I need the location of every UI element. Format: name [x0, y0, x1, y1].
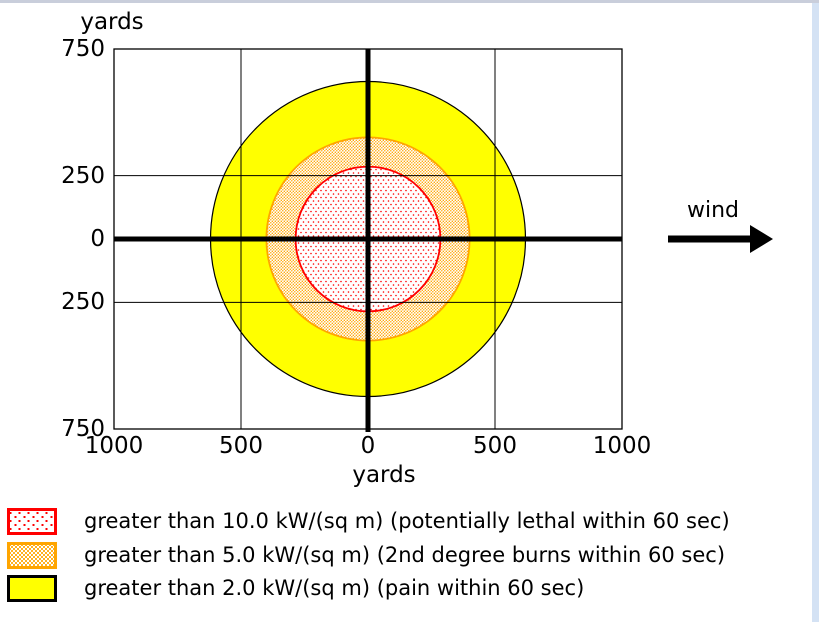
- wind-label: wind: [686, 198, 739, 223]
- threat-zone-plot: [113, 48, 773, 432]
- wind-arrow-shaft: [668, 235, 750, 243]
- wind-arrow-head: [750, 225, 773, 253]
- legend: greater than 10.0 kW/(sq m) (potentially…: [7, 508, 809, 608]
- legend-item: greater than 5.0 kW/(sq m) (2nd degree b…: [7, 542, 725, 569]
- window-right-border: [812, 3, 819, 622]
- legend-item-label: greater than 5.0 kW/(sq m) (2nd degree b…: [84, 543, 726, 567]
- x-axis-title: yards: [352, 462, 416, 488]
- legend-swatch-red-dots: [7, 508, 57, 535]
- y-tick-label: 750: [61, 415, 105, 442]
- y-tick-label: 750: [61, 36, 105, 63]
- legend-item: greater than 10.0 kW/(sq m) (potentially…: [7, 508, 730, 535]
- legend-item-label: greater than 2.0 kW/(sq m) (pain within …: [84, 576, 585, 600]
- window-top-border: [0, 0, 819, 3]
- x-tick-label: 1000: [84, 433, 144, 459]
- x-tick-label: 500: [473, 433, 517, 459]
- y-axis-title: yards: [80, 9, 144, 35]
- x-tick-label: 500: [219, 433, 263, 459]
- legend-swatch-yellow-solid: [7, 575, 57, 602]
- legend-item-label: greater than 10.0 kW/(sq m) (potentially…: [84, 509, 730, 533]
- legend-swatch-orange-dots: [7, 542, 57, 569]
- y-tick-label: 0: [90, 226, 105, 252]
- y-tick-label: 250: [61, 162, 105, 189]
- legend-item: greater than 2.0 kW/(sq m) (pain within …: [7, 575, 584, 602]
- x-tick-label: 1000: [592, 433, 652, 459]
- y-tick-label: 250: [61, 289, 105, 316]
- plot-border: [113, 48, 623, 430]
- x-tick-label: 0: [360, 433, 376, 459]
